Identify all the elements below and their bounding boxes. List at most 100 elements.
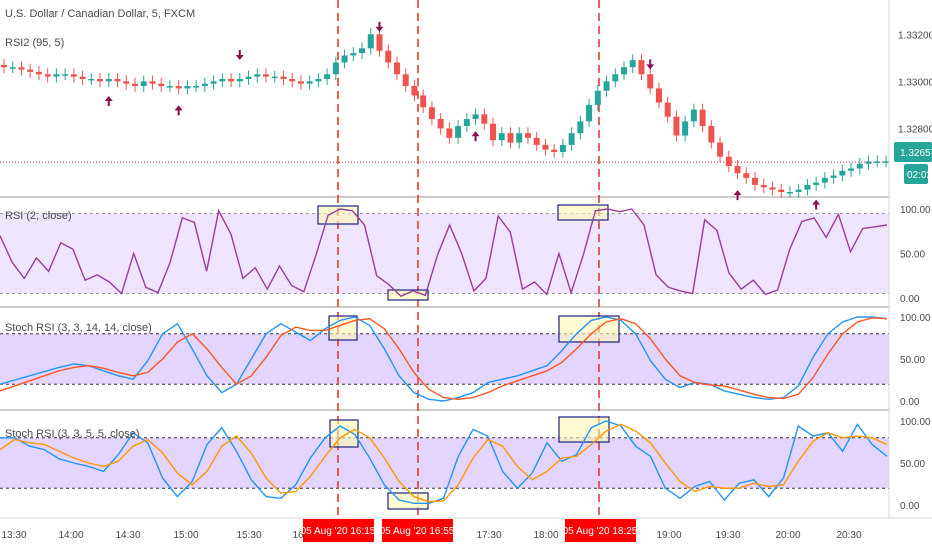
up-arrow-2 (471, 131, 480, 142)
time-label-5: 17:30 (476, 530, 501, 541)
candlestick-series[interactable] (1, 28, 889, 198)
symbol-title[interactable]: U.S. Dollar / Canadian Dollar, 5, FXCM (5, 8, 195, 20)
candle-86 (752, 177, 759, 185)
candle-4 (35, 71, 42, 75)
series-line-3-d (0, 423, 888, 503)
candle-28 (245, 76, 252, 79)
candle-3 (27, 69, 34, 72)
stoch-pane-title[interactable]: Stoch RSI (3, 3, 14, 14, close) (5, 322, 152, 334)
candle-41 (359, 48, 366, 54)
time-label-4: 15:30 (236, 530, 261, 541)
highlight-box-7 (558, 416, 610, 443)
candle-74 (647, 74, 654, 89)
candle-98 (856, 163, 863, 169)
candle-67 (586, 104, 593, 122)
candle-48 (420, 95, 427, 108)
down-arrow-0 (235, 49, 244, 60)
candle-5 (44, 74, 51, 77)
current-price-tag: 1.32657 02:02 (894, 142, 932, 184)
candle-100 (874, 161, 881, 163)
candle-58 (507, 133, 514, 143)
candle-23 (201, 83, 208, 87)
candle-76 (664, 102, 671, 117)
candle-26 (228, 78, 235, 82)
candle-25 (219, 78, 226, 82)
time-label-partial: 16 (292, 530, 304, 541)
candle-66 (577, 121, 584, 134)
candle-9 (79, 76, 86, 79)
series-line-2-d (0, 317, 888, 401)
candle-57 (498, 133, 505, 141)
indicator-bands (0, 212, 889, 489)
study-title[interactable]: RSI2 (95, 5) (5, 37, 64, 49)
candle-10 (88, 78, 95, 81)
candle-96 (839, 170, 846, 176)
candle-68 (594, 90, 601, 105)
candle-45 (393, 62, 400, 75)
candle-47 (411, 86, 418, 96)
band-fill-2 (0, 333, 889, 385)
time-label-6: 18:00 (533, 530, 558, 541)
candle-39 (341, 55, 348, 63)
price-axis[interactable] (889, 0, 932, 518)
y-tick-2-1: 50.00 (900, 355, 925, 366)
candle-18 (158, 83, 165, 87)
candle-35 (306, 81, 313, 84)
highlight-box-1 (387, 289, 429, 301)
candle-8 (70, 74, 77, 77)
series-line-1-rsi-2-close- (0, 208, 888, 298)
candle-89 (778, 189, 785, 192)
current-price-value: 1.32657 (900, 148, 932, 159)
candle-19 (166, 86, 173, 88)
candle-62 (542, 144, 549, 150)
candle-36 (315, 78, 322, 82)
time-flag-label-1: 05 Aug '20 16:55 (380, 526, 455, 537)
candle-11 (97, 78, 104, 82)
candle-73 (638, 60, 645, 75)
candle-34 (297, 81, 304, 84)
candle-75 (655, 88, 662, 103)
time-label-3: 15:00 (173, 530, 198, 541)
candle-88 (769, 187, 776, 190)
time-label-1: 14:00 (58, 530, 83, 541)
candle-95 (830, 175, 837, 178)
highlight-box-2 (557, 204, 609, 221)
candle-46 (402, 74, 409, 87)
candle-20 (175, 86, 182, 89)
down-arrow-2 (646, 59, 655, 70)
stoch2-pane-title[interactable]: Stoch RSI (3, 3, 5, 5, close) (5, 428, 140, 440)
band-fill-1 (0, 213, 889, 294)
candle-92 (804, 184, 811, 190)
candle-21 (184, 86, 191, 89)
time-label-8: 19:30 (715, 530, 740, 541)
bar-countdown: 02:02 (907, 170, 932, 181)
candle-83 (725, 156, 732, 167)
candle-43 (376, 34, 383, 51)
time-label-0: 13:30 (1, 530, 26, 541)
time-flag-bg-2 (565, 519, 636, 542)
series-line-3-k (0, 420, 888, 504)
candle-30 (262, 74, 269, 77)
up-arrow-1 (174, 105, 183, 116)
time-flag-bg-1 (382, 519, 453, 542)
candle-94 (821, 177, 828, 183)
candle-59 (516, 133, 523, 143)
up-arrow-0 (104, 95, 113, 106)
time-flag-bg-0 (303, 519, 374, 542)
candle-1 (9, 67, 16, 69)
time-flags: 05 Aug '20 16:15 05 Aug '20 16:55 05 Aug '… (301, 519, 638, 542)
price-tick-1: 1.33000 (898, 77, 932, 88)
up-arrow-4 (812, 199, 821, 210)
candle-13 (114, 78, 121, 82)
candle-84 (734, 166, 741, 174)
rsi-pane-title[interactable]: RSI (2, close) (5, 210, 72, 222)
candle-22 (193, 86, 200, 88)
y-tick-2-0: 100.00 (900, 313, 931, 324)
y-tick-2-2: 0.00 (900, 397, 920, 408)
candle-87 (760, 184, 767, 188)
candle-31 (271, 76, 278, 79)
candle-52 (455, 126, 462, 138)
candle-7 (62, 74, 69, 76)
time-label-9: 20:00 (775, 530, 800, 541)
